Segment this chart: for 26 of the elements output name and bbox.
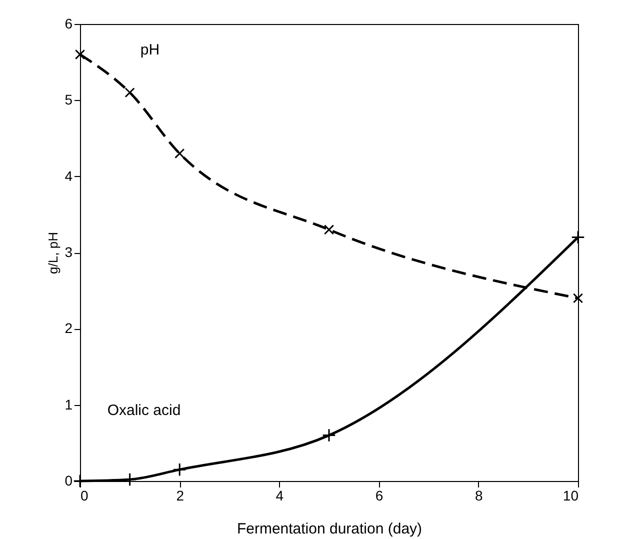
text: pH bbox=[140, 41, 160, 58]
point bbox=[122, 472, 137, 486]
y-tick-label: 3 bbox=[64, 244, 73, 260]
point bbox=[571, 230, 585, 244]
point bbox=[322, 428, 336, 442]
point bbox=[324, 224, 334, 235]
x-tick-label: 8 bbox=[475, 488, 483, 504]
y-tick-label: 6 bbox=[64, 16, 73, 32]
point bbox=[74, 49, 86, 60]
point bbox=[172, 462, 186, 476]
y-tick-label: 4 bbox=[64, 168, 73, 184]
y-axis-title: g/L, pH bbox=[46, 232, 61, 274]
y-tick-label: 0 bbox=[64, 472, 73, 488]
x-tick-label: 6 bbox=[375, 488, 384, 504]
y-tick-label: 1 bbox=[64, 396, 73, 412]
y-tick-label: 5 bbox=[64, 92, 73, 108]
x-axis-title: Fermentation duration (day) bbox=[236, 520, 422, 538]
point bbox=[124, 87, 135, 98]
y-tick-label: 2 bbox=[64, 320, 73, 336]
x-tick-label: 0 bbox=[80, 488, 88, 504]
point bbox=[572, 293, 584, 304]
x-tick-label: 4 bbox=[276, 488, 284, 504]
x-tick-label: 10 bbox=[562, 488, 579, 504]
point bbox=[174, 148, 185, 159]
x-tick-label: 2 bbox=[176, 488, 184, 504]
text: Oxalic acid bbox=[107, 402, 181, 419]
